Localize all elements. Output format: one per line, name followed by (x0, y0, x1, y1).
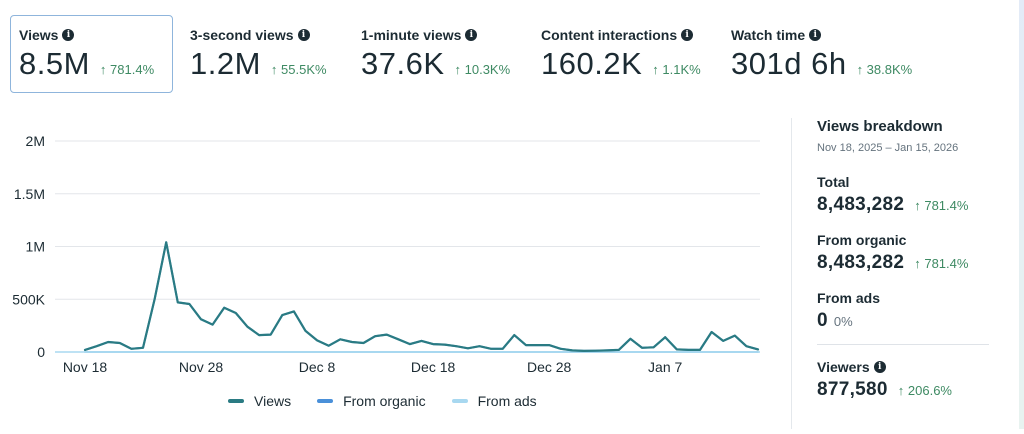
ads-change: 0% (833, 314, 853, 329)
organic-label: From organic (817, 232, 907, 248)
metric-change: ↑ 10.3K% (454, 62, 511, 77)
x-tick-label: Nov 28 (179, 359, 224, 375)
info-icon[interactable]: i (297, 29, 310, 41)
metric-tabs: Views i 8.5M ↑ 781.4% 3-second views i 1.2M… (10, 15, 950, 93)
metric-change: ↑ 1.1K% (652, 62, 701, 77)
metric-label: Watch time (731, 27, 806, 43)
line-chart-svg[interactable]: 0 500K 1M 1.5M 2M Nov 18 Nov 28 Dec 8 Dec 18 Dec … (0, 110, 780, 429)
metric-tab-views[interactable]: Views i 8.5M ↑ 781.4% (10, 15, 173, 93)
scrollbar-track[interactable] (1019, 0, 1024, 429)
metric-value: 160.2K (541, 46, 643, 81)
info-icon[interactable]: i (681, 29, 694, 41)
info-icon[interactable]: i (62, 29, 75, 41)
legend-label: From ads (477, 393, 537, 409)
breakdown-date-range: Nov 18, 2025 – Jan 15, 2026 (817, 142, 959, 154)
metric-value: 8.5M (19, 46, 90, 81)
breakdown-title: Views breakdown (817, 118, 943, 135)
total-label: Total (817, 174, 850, 190)
legend-swatch-ads (451, 399, 468, 403)
ads-row: 0 0% (817, 310, 991, 332)
total-row: 8,483,282 ↑ 781.4% (817, 194, 991, 216)
metric-value: 37.6K (361, 46, 445, 81)
y-tick-label: 1.5M (14, 186, 45, 202)
legend-item-from-ads[interactable]: From ads (451, 393, 537, 409)
metric-label: Content interactions (541, 27, 678, 43)
ads-label: From ads (817, 290, 881, 306)
metric-change: ↑ 781.4% (99, 62, 155, 77)
views-breakdown-panel: Views breakdown Nov 18, 2025 – Jan 15, 2… (791, 118, 991, 429)
organic-row: 8,483,282 ↑ 781.4% (817, 252, 991, 274)
metric-label: 1-minute views (361, 27, 462, 43)
x-tick-label: Dec 8 (299, 359, 336, 375)
ads-value: 0 (817, 310, 828, 331)
viewers-row: 877,580 ↑ 206.6% (817, 379, 991, 401)
metric-change: ↑ 38.8K% (856, 62, 913, 77)
x-tick-label: Dec 18 (411, 359, 456, 375)
total-change: ↑ 781.4% (914, 198, 969, 213)
legend-label: Views (254, 393, 292, 409)
info-icon[interactable]: i (465, 29, 478, 41)
metric-label: 3-second views (190, 27, 294, 43)
organic-value: 8,483,282 (817, 252, 905, 273)
organic-change: ↑ 781.4% (914, 256, 969, 271)
metric-tab-1-minute-views[interactable]: 1-minute views i 37.6K ↑ 10.3K% (352, 15, 524, 93)
y-tick-label: 500K (12, 291, 45, 307)
legend-label: From organic (343, 393, 426, 409)
chart-legend: Views From organic From ads (228, 393, 537, 409)
series-line-from-organic (84, 241, 759, 352)
y-tick-label: 2M (26, 133, 45, 149)
viewers-value: 877,580 (817, 379, 888, 400)
legend-item-from-organic[interactable]: From organic (317, 393, 426, 409)
x-tick-label: Jan 7 (648, 359, 682, 375)
y-tick-label: 0 (37, 344, 45, 360)
metric-label: Views (19, 27, 59, 43)
info-icon[interactable]: i (873, 361, 886, 373)
total-value: 8,483,282 (817, 194, 905, 215)
viewers-label: Viewers (817, 359, 870, 375)
viewers-change: ↑ 206.6% (897, 383, 952, 398)
x-tick-label: Dec 28 (527, 359, 572, 375)
x-tick-label: Nov 18 (63, 359, 108, 375)
y-tick-label: 1M (26, 239, 45, 255)
info-icon[interactable]: i (809, 29, 822, 41)
views-chart[interactable]: 0 500K 1M 1.5M 2M Nov 18 Nov 28 Dec 8 Dec 18 Dec … (0, 110, 780, 429)
metric-tab-watch-time[interactable]: Watch time i 301d 6h ↑ 38.8K% (722, 15, 942, 93)
metric-change: ↑ 55.5K% (270, 62, 327, 77)
metric-tab-3-second-views[interactable]: 3-second views i 1.2M ↑ 55.5K% (181, 15, 344, 93)
legend-item-views[interactable]: Views (228, 393, 291, 409)
legend-swatch-organic (317, 399, 334, 403)
legend-swatch-views (228, 399, 244, 403)
metric-value: 301d 6h (731, 46, 847, 81)
breakdown-divider (817, 344, 989, 345)
metric-value: 1.2M (190, 46, 261, 81)
series-line-views (83, 241, 760, 352)
metric-tab-content-interactions[interactable]: Content interactions i 160.2K ↑ 1.1K% (532, 15, 714, 93)
